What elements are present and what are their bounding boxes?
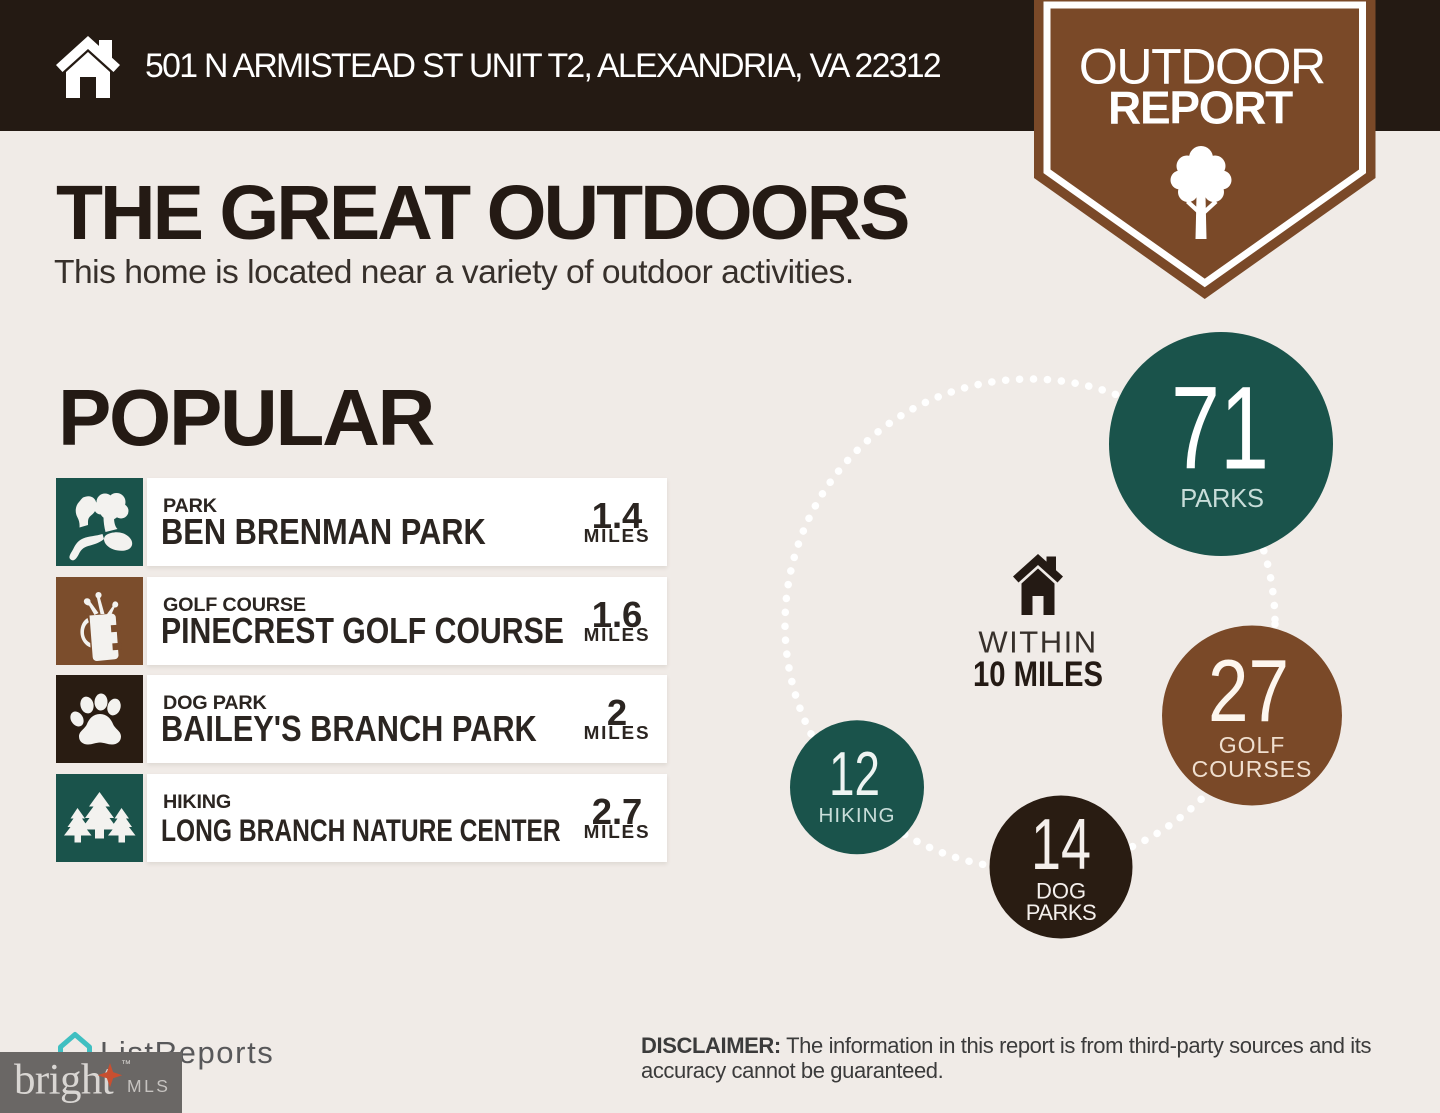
svg-text:™: ™	[121, 1059, 131, 1070]
svg-text:bright: bright	[14, 1057, 114, 1104]
svg-text:COURSES: COURSES	[1192, 756, 1313, 782]
svg-text:REPORT: REPORT	[1108, 82, 1293, 134]
svg-text:10 MILES: 10 MILES	[973, 655, 1103, 694]
svg-text:OUTDOOR: OUTDOOR	[1079, 38, 1325, 94]
svg-text:27: 27	[1208, 642, 1289, 740]
svg-text:DOG: DOG	[1036, 879, 1086, 904]
svg-text:14: 14	[1031, 805, 1091, 885]
svg-text:71: 71	[1171, 362, 1269, 494]
svg-text:HIKING: HIKING	[819, 804, 896, 827]
svg-text:GOLF: GOLF	[1219, 732, 1286, 758]
svg-text:PARKS: PARKS	[1180, 485, 1264, 513]
svg-text:12: 12	[829, 740, 880, 809]
svg-text:WITHIN: WITHIN	[978, 624, 1097, 659]
svg-text:PARKS: PARKS	[1026, 900, 1096, 925]
svg-text:MLS: MLS	[127, 1076, 170, 1096]
